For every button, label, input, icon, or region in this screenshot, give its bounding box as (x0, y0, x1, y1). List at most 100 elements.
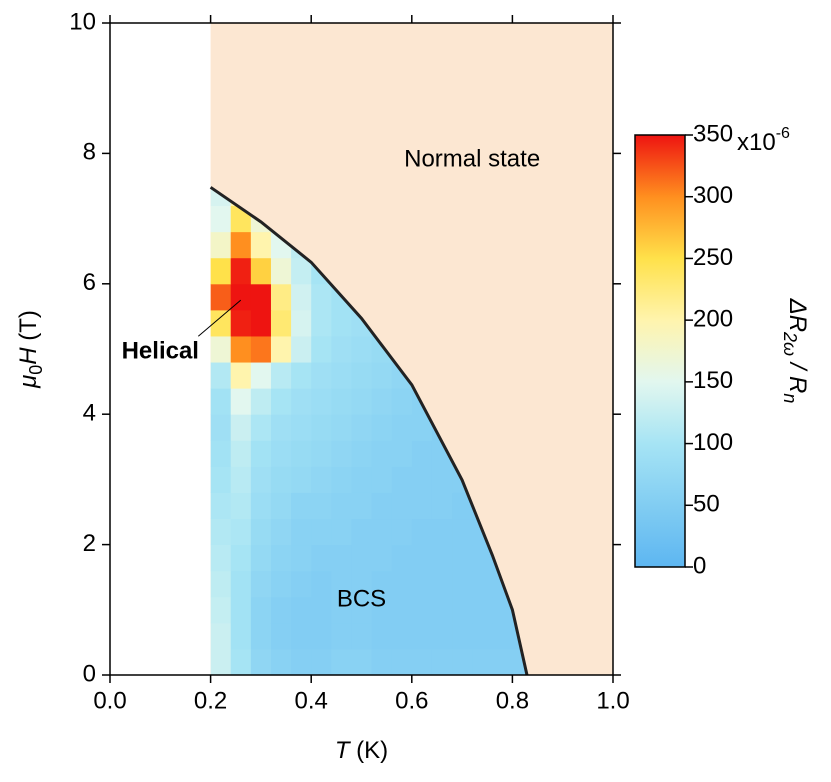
x-tick-label: 0.8 (496, 687, 529, 714)
annotation: Normal state (404, 145, 540, 172)
heat-cell (250, 283, 272, 311)
heat-cell (371, 440, 393, 467)
heat-cell (270, 388, 292, 415)
x-axis-label: T (K) (335, 737, 388, 764)
heat-cell (230, 466, 252, 493)
heat-cell (270, 622, 292, 650)
y-label-unit: (T) (15, 310, 42, 347)
heat-cell (210, 414, 232, 441)
heat-cell (411, 492, 433, 520)
heat-cell (291, 257, 312, 285)
heat-cell (250, 648, 272, 675)
y-label-sub: 0 (26, 365, 46, 375)
heat-cell (250, 257, 272, 285)
colorbar-scale-exp: -6 (776, 125, 790, 142)
heat-cell (391, 596, 413, 624)
heat-cell (210, 544, 232, 572)
heat-cell (331, 518, 352, 546)
heat-cell (331, 622, 352, 650)
heat-cell (270, 440, 292, 467)
heat-cell (391, 518, 413, 546)
heat-cell (311, 283, 332, 311)
heat-cell (492, 622, 513, 650)
heat-cell (250, 440, 272, 467)
heat-cell (230, 518, 252, 546)
heat-cell (431, 518, 453, 546)
heat-cell (311, 622, 332, 650)
heat-cell (391, 388, 413, 415)
heatmap (210, 187, 527, 675)
heat-cell (311, 362, 332, 389)
colorbar-tick-label: 50 (693, 491, 720, 518)
heat-cell (472, 544, 493, 572)
heat-cell (371, 648, 393, 675)
heat-cell (250, 335, 272, 363)
heat-cell (411, 544, 433, 572)
heat-cell (210, 362, 232, 389)
heat-cell (411, 518, 433, 546)
heat-cell (230, 257, 252, 285)
heat-cell (210, 440, 232, 467)
x-tick-label: 1.0 (596, 687, 629, 714)
heat-cell (452, 492, 473, 520)
heat-cell (311, 440, 332, 467)
heat-cell (230, 388, 252, 415)
heat-cell (210, 309, 232, 337)
heat-cell (250, 466, 272, 493)
x-tick-label: 0.2 (194, 687, 227, 714)
heat-cell (291, 309, 312, 337)
x-tick-label: 0.6 (395, 687, 428, 714)
heat-cell (291, 388, 312, 415)
heat-cell (250, 309, 272, 337)
heat-cell (230, 335, 252, 363)
colorbar-label-pre: ΔR (784, 298, 811, 332)
heat-cell (230, 492, 252, 520)
heat-cell (371, 570, 393, 598)
heat-cell (270, 362, 292, 389)
heat-cell (311, 492, 332, 520)
heat-cell (210, 283, 232, 311)
heat-cell (250, 544, 272, 572)
heat-cell (230, 596, 252, 624)
heat-cell (291, 414, 312, 441)
heat-cell (331, 362, 352, 389)
colorbar-scale: x10-6 (737, 125, 790, 156)
heat-cell (472, 648, 493, 675)
heat-cell (371, 362, 393, 389)
y-tick-label: 0 (83, 660, 96, 687)
x-label-var: T (335, 737, 352, 764)
y-tick-label: 2 (83, 530, 96, 557)
heat-cell (291, 648, 312, 675)
annotation: BCS (337, 585, 386, 612)
y-axis-label: μ0H (T) (15, 310, 45, 389)
heat-cell (351, 492, 373, 520)
heat-cell (371, 388, 393, 415)
heat-cell (311, 388, 332, 415)
heat-cell (391, 414, 413, 441)
heat-cell (210, 335, 232, 363)
heat-cell (270, 518, 292, 546)
colorbar-tick-label: 250 (693, 244, 733, 271)
heat-cell (431, 622, 453, 650)
colorbar-tick-label: 300 (693, 182, 733, 209)
heat-cell (411, 648, 433, 675)
heat-cell (351, 544, 373, 572)
y-tick-label: 10 (69, 8, 96, 35)
heat-cell (351, 414, 373, 441)
heat-cell (351, 362, 373, 389)
heat-cell (331, 492, 352, 520)
x-label-unit: (K) (350, 737, 389, 764)
heat-cell (391, 466, 413, 493)
heat-cell (250, 570, 272, 598)
heat-cell (431, 570, 453, 598)
heat-cell (331, 648, 352, 675)
y-tick-label: 4 (83, 400, 96, 427)
heat-cell (291, 466, 312, 493)
heat-cell (210, 257, 232, 285)
heat-cell (431, 596, 453, 624)
heat-cell (270, 544, 292, 572)
heat-cell (291, 335, 312, 363)
heat-cell (371, 414, 393, 441)
heat-cell (291, 440, 312, 467)
heat-cell (391, 648, 413, 675)
